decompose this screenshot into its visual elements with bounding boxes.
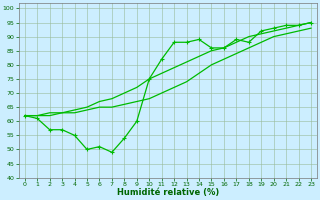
X-axis label: Humidité relative (%): Humidité relative (%) [117, 188, 219, 197]
